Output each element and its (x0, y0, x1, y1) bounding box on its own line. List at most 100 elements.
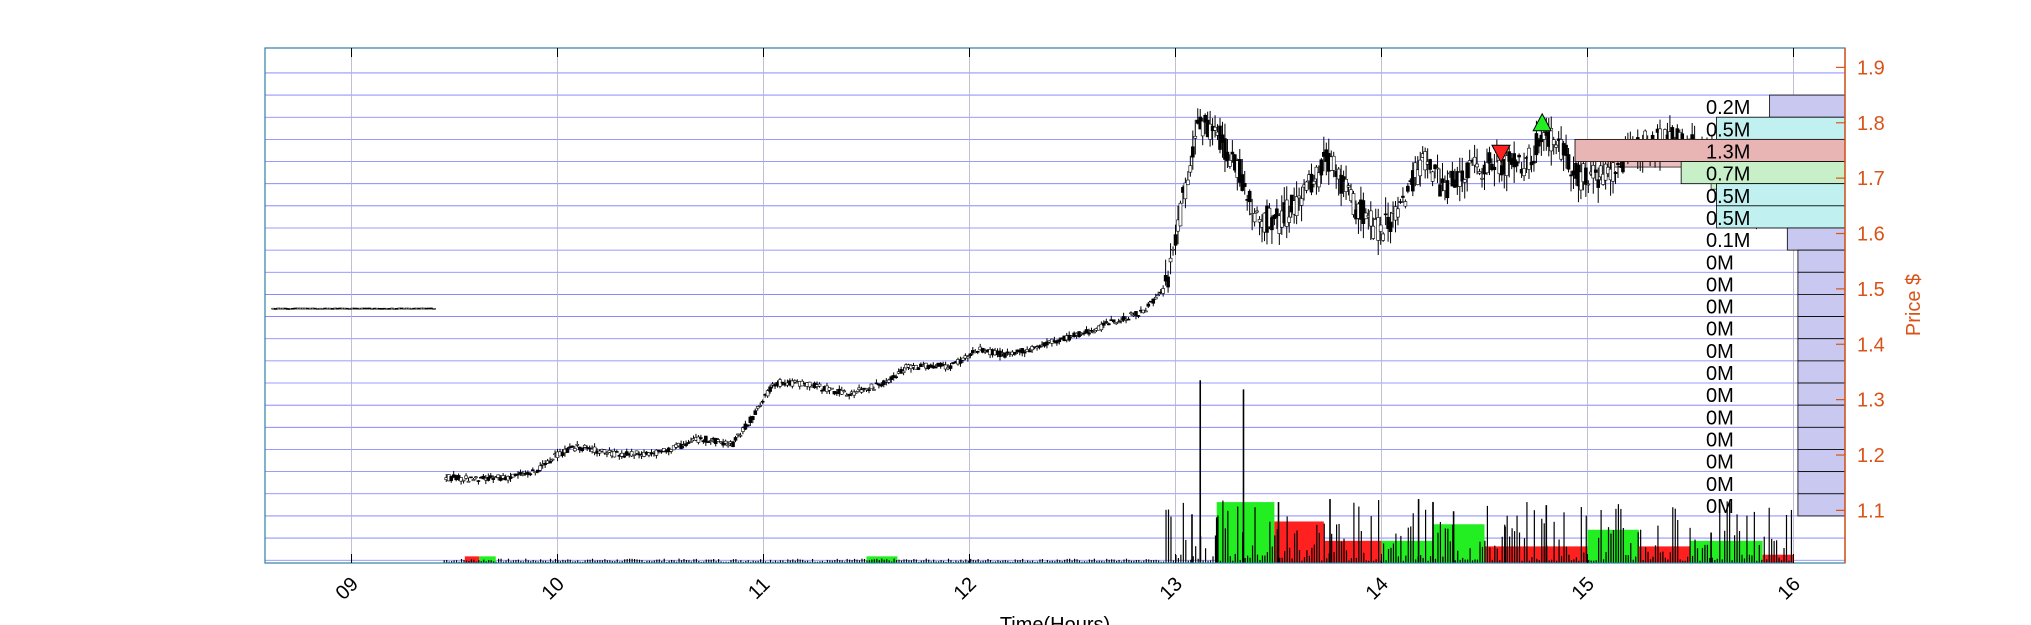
candle-body (1126, 318, 1131, 321)
candle-body (1527, 147, 1531, 170)
candle-body (968, 353, 973, 356)
candle-body (1166, 276, 1170, 288)
candle-body (1507, 151, 1512, 162)
volume-block (479, 556, 496, 563)
candle-body (632, 453, 636, 456)
candle-body (580, 447, 585, 452)
candle-body (1586, 183, 1591, 186)
candle-body (488, 475, 493, 478)
candle-body (587, 447, 592, 450)
candle-body (1378, 224, 1383, 232)
candle-body (449, 476, 454, 481)
candle-body (654, 449, 659, 456)
y-tick-label: 1.5 (1857, 279, 1885, 301)
candle-body (1134, 311, 1138, 316)
candle-body (1119, 319, 1123, 322)
candle-body (1257, 219, 1262, 223)
candle-body (1294, 196, 1299, 216)
candle-body (706, 441, 711, 443)
profile-label: 0M (1706, 452, 1734, 474)
candle-body (1025, 349, 1029, 352)
candle-body (1089, 329, 1094, 332)
candle-body (1381, 233, 1385, 241)
trade-markers (1491, 112, 1553, 164)
candle-body (1435, 167, 1440, 170)
candle-body (1191, 146, 1195, 158)
candle-body (768, 386, 772, 392)
candle-body (535, 469, 540, 473)
candle-body (560, 451, 565, 456)
candle-body (684, 443, 688, 446)
candle-body (669, 449, 674, 452)
candle-body (481, 475, 486, 480)
candle-body (1551, 139, 1556, 145)
candle-body (1171, 249, 1175, 251)
candle-body (1433, 164, 1437, 170)
candle-body (476, 480, 481, 482)
candle-body (882, 380, 886, 385)
candle-body (760, 400, 765, 403)
volume-block (1433, 524, 1485, 563)
candle-body (847, 393, 852, 396)
profile-bar (1797, 449, 1846, 473)
y-tick-label: 1.9 (1857, 57, 1885, 79)
candle-body (1346, 185, 1351, 188)
candle-body (817, 383, 822, 387)
profile-label: 0.5M (1706, 208, 1750, 230)
candle-body (459, 477, 463, 482)
profile-label: 0.1M (1706, 230, 1750, 252)
profile-label: 0M (1706, 341, 1734, 363)
candle-body (1598, 165, 1603, 178)
volume-profile: 0.2M0.5M1.3M0.7M0.5M0.5M0.1M0M0M0M0M0M0M… (1574, 94, 1846, 518)
candle-body (1247, 190, 1252, 203)
profile-label: 0M (1706, 496, 1734, 518)
profile-bar (1797, 493, 1846, 517)
candle-body (879, 384, 884, 387)
candle-body (854, 391, 859, 394)
candle-body (486, 477, 491, 481)
candle-body (1099, 323, 1104, 331)
candle-body (1401, 195, 1405, 198)
x-tick-label: 09 (332, 573, 363, 604)
candle-body (1084, 329, 1089, 333)
horizontal-grid (265, 72, 1845, 561)
candle-body (1569, 174, 1573, 177)
candle-body (1440, 178, 1445, 184)
x-tick-label: 15 (1568, 573, 1599, 604)
profile-label: 0.5M (1706, 119, 1750, 141)
profile-bar (1769, 94, 1846, 118)
candle-body (867, 389, 871, 392)
profile-label: 0M (1706, 407, 1734, 429)
profile-label: 0.2M (1706, 97, 1750, 119)
candle-body (689, 441, 693, 443)
x-axis-label: Time(Hours) (1000, 614, 1110, 625)
candle-body (1564, 144, 1568, 156)
profile-label: 0.5M (1706, 186, 1750, 208)
candle-body (550, 458, 555, 461)
candle-body (1037, 345, 1042, 348)
candle-body (1485, 162, 1489, 174)
candle-body (528, 473, 533, 476)
candle-body (1542, 132, 1546, 140)
candle-body (793, 380, 797, 383)
candle-body (951, 362, 955, 364)
candle-body (1398, 201, 1403, 203)
candle-body (1465, 162, 1470, 179)
candle-body (733, 437, 738, 441)
candle-body (471, 479, 476, 482)
candle-body (548, 460, 552, 464)
profile-label: 1.3M (1706, 142, 1750, 164)
volume-block (1639, 546, 1691, 563)
profile-bar (1797, 360, 1846, 384)
profile-label: 0M (1706, 297, 1734, 319)
candle-body (1477, 171, 1482, 174)
candle-body (592, 446, 597, 453)
candle-body (721, 442, 725, 446)
profile-bar (1797, 316, 1846, 340)
candle-body (679, 443, 683, 449)
candle-body (1383, 213, 1388, 216)
candle-body (1121, 316, 1126, 321)
candle-body (1116, 321, 1121, 324)
candle-body (538, 465, 543, 471)
candle-body (708, 440, 713, 442)
